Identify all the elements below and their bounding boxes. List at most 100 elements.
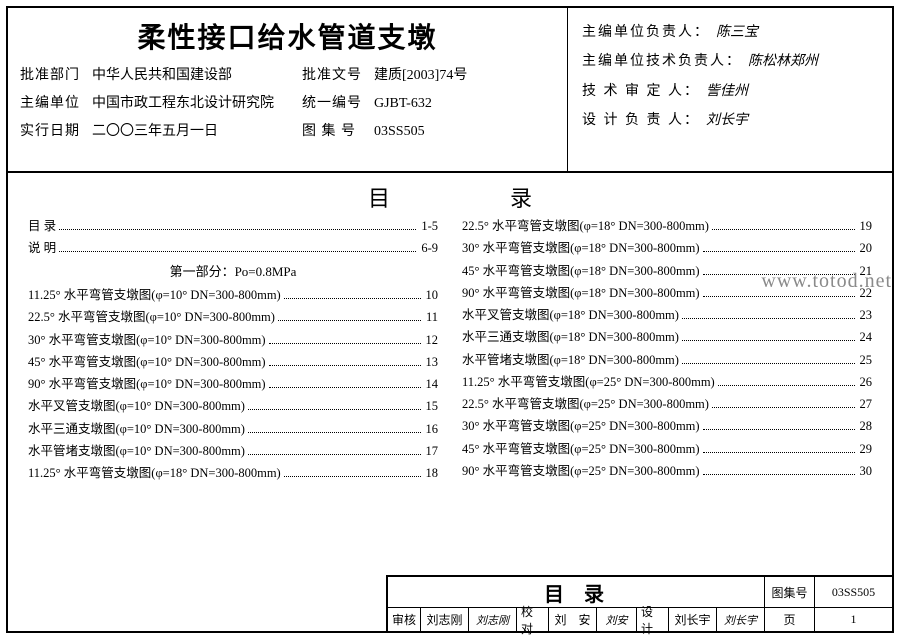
toc-entry-page: 27 bbox=[858, 393, 873, 415]
toc-entry-text: 水平三通支墩图(φ=10° DN=300-800mm) bbox=[28, 418, 245, 440]
toc-entry-text: 说 明 bbox=[28, 237, 56, 259]
toc-entry: 22.5° 水平弯管支墩图(φ=10° DN=300-800mm) 11 bbox=[28, 306, 438, 328]
meta-row: 实行日期 二〇〇三年五月一日 图 集 号 03SS505 bbox=[20, 118, 555, 146]
toc-entry: 目 录1-5 bbox=[28, 215, 438, 237]
toc-entry-page: 13 bbox=[424, 351, 439, 373]
toc-entry-text: 22.5° 水平弯管支墩图(φ=18° DN=300-800mm) bbox=[462, 215, 709, 237]
toc-entry: 90° 水平弯管支墩图(φ=25° DN=300-800mm)30 bbox=[462, 460, 872, 482]
sign-line: 技 术 审 定 人： 訾佳州 bbox=[582, 77, 880, 106]
toc-entry-page: 22 bbox=[858, 282, 873, 304]
toc-leader-dots bbox=[718, 385, 855, 386]
toc-entry-text: 90° 水平弯管支墩图(φ=10° DN=300-800mm) bbox=[28, 373, 266, 395]
toc-entry-page: 26 bbox=[858, 371, 873, 393]
toc-leader-dots bbox=[703, 452, 855, 453]
meta-lbl: 主编单位 bbox=[20, 90, 92, 118]
signature: 訾佳州 bbox=[706, 77, 748, 106]
toc-entry-page: 20 bbox=[858, 237, 873, 259]
toc-entry-page: 15 bbox=[424, 395, 439, 417]
sign-lbl: 设 计 负 责 人： bbox=[582, 106, 700, 135]
sign-line: 设 计 负 责 人： 刘长宇 bbox=[582, 106, 880, 135]
code-lbl: 图集号 bbox=[764, 577, 814, 607]
toc-entry-page: 25 bbox=[858, 349, 873, 371]
toc-entry-text: 90° 水平弯管支墩图(φ=18° DN=300-800mm) bbox=[462, 282, 700, 304]
signature: 陈松林郑州 bbox=[748, 47, 818, 76]
toc-entry-page: 29 bbox=[858, 438, 873, 460]
signatures: 主编单位负责人： 陈三宝 主编单位技术负责人： 陈松林郑州 技 术 审 定 人：… bbox=[568, 8, 892, 171]
meta-lbl: 批准部门 bbox=[20, 62, 92, 90]
toc-entry-text: 水平叉管支墩图(φ=18° DN=300-800mm) bbox=[462, 304, 679, 326]
header: 柔性接口给水管道支墩 批准部门 中华人民共和国建设部 批准文号 建质[2003]… bbox=[8, 8, 892, 173]
toc-entry-page: 21 bbox=[858, 260, 873, 282]
meta-val: GJBT-632 bbox=[374, 90, 555, 118]
toc-leader-dots bbox=[284, 298, 421, 299]
page-lbl: 页 bbox=[764, 607, 814, 631]
toc-leader-dots bbox=[269, 387, 421, 388]
toc-entry: 水平三通支墩图(φ=10° DN=300-800mm)16 bbox=[28, 418, 438, 440]
toc-leader-dots bbox=[682, 340, 855, 341]
toc-entry-text: 水平管堵支墩图(φ=18° DN=300-800mm) bbox=[462, 349, 679, 371]
toc-leader-dots bbox=[284, 476, 421, 477]
toc-entry-text: 水平三通支墩图(φ=18° DN=300-800mm) bbox=[462, 326, 679, 348]
toc-entry-page: 11 bbox=[424, 306, 438, 328]
toc-entry: 水平管堵支墩图(φ=10° DN=300-800mm)17 bbox=[28, 440, 438, 462]
meta-block: 批准部门 中华人民共和国建设部 批准文号 建质[2003]74号 主编单位 中国… bbox=[20, 62, 555, 146]
toc-entry-text: 11.25° 水平弯管支墩图(φ=10° DN=300-800mm) bbox=[28, 284, 281, 306]
toc-entry-text: 11.25° 水平弯管支墩图(φ=25° DN=300-800mm) bbox=[462, 371, 715, 393]
toc-entry: 说 明 6-9 bbox=[28, 237, 438, 259]
toc-leader-dots bbox=[703, 274, 855, 275]
meta-lbl: 统一编号 bbox=[302, 90, 374, 118]
sign-line: 主编单位负责人： 陈三宝 bbox=[582, 18, 880, 47]
titleblock-cell: 设计 bbox=[636, 607, 668, 631]
toc-entry-page: 1-5 bbox=[419, 215, 438, 237]
toc-columns: 目 录1-5说 明6-9第一部分：Po=0.8MPa11.25° 水平弯管支墩图… bbox=[28, 215, 872, 484]
toc-entry-page: 10 bbox=[424, 284, 439, 306]
meta-val: 建质[2003]74号 bbox=[374, 62, 555, 90]
toc-entry-page: 12 bbox=[424, 329, 439, 351]
titleblock-cell: 刘志刚 bbox=[468, 607, 516, 631]
titleblock-cell: 刘志刚 bbox=[420, 607, 468, 631]
toc-entry: 22.5° 水平弯管支墩图(φ=18° DN=300-800mm) 19 bbox=[462, 215, 872, 237]
sign-lbl: 技 术 审 定 人： bbox=[582, 77, 700, 106]
meta-val: 中华人民共和国建设部 bbox=[92, 62, 302, 90]
toc-leader-dots bbox=[59, 229, 416, 230]
toc-col-left: 目 录1-5说 明6-9第一部分：Po=0.8MPa11.25° 水平弯管支墩图… bbox=[28, 215, 438, 484]
toc-entry: 水平叉管支墩图(φ=10° DN=300-800mm)15 bbox=[28, 395, 438, 417]
titleblock-main: 目录 bbox=[388, 577, 764, 607]
toc-col-right: 22.5° 水平弯管支墩图(φ=18° DN=300-800mm)1930° 水… bbox=[462, 215, 872, 484]
meta-lbl: 图 集 号 bbox=[302, 118, 374, 146]
toc-leader-dots bbox=[59, 251, 416, 252]
toc-entry-page: 17 bbox=[424, 440, 439, 462]
toc-leader-dots bbox=[703, 296, 855, 297]
page-val: 1 bbox=[814, 607, 892, 631]
titleblock-row-bottom: 审核刘志刚刘志刚校对刘 安刘安设计刘长宇刘长宇页1 bbox=[388, 607, 892, 631]
titleblock-cell: 校对 bbox=[516, 607, 548, 631]
toc-entry: 22.5° 水平弯管支墩图(φ=25° DN=300-800mm) 27 bbox=[462, 393, 872, 415]
sign-lbl: 主编单位负责人： bbox=[582, 18, 710, 47]
toc-entry: 45° 水平弯管支墩图(φ=18° DN=300-800mm) 21 bbox=[462, 260, 872, 282]
signature: 刘长宇 bbox=[706, 106, 748, 135]
toc-entry-page: 14 bbox=[424, 373, 439, 395]
meta-row: 批准部门 中华人民共和国建设部 批准文号 建质[2003]74号 bbox=[20, 62, 555, 90]
meta-row: 主编单位 中国市政工程东北设计研究院 统一编号 GJBT-632 bbox=[20, 90, 555, 118]
titleblock-cell: 审核 bbox=[388, 607, 420, 631]
titleblock-row-top: 目录 图集号 03SS505 bbox=[388, 577, 892, 607]
toc-entry-text: 22.5° 水平弯管支墩图(φ=25° DN=300-800mm) bbox=[462, 393, 709, 415]
toc-entry-text: 30° 水平弯管支墩图(φ=10° DN=300-800mm) bbox=[28, 329, 266, 351]
titleblock-cell: 刘长宇 bbox=[716, 607, 764, 631]
toc-entry-text: 22.5° 水平弯管支墩图(φ=10° DN=300-800mm) bbox=[28, 306, 275, 328]
toc-entry-page: 24 bbox=[858, 326, 873, 348]
toc-entry-page: 19 bbox=[858, 215, 873, 237]
toc-leader-dots bbox=[703, 251, 855, 252]
toc-entry: 30° 水平弯管支墩图(φ=18° DN=300-800mm) 20 bbox=[462, 237, 872, 259]
meta-val: 03SS505 bbox=[374, 118, 555, 146]
header-left: 柔性接口给水管道支墩 批准部门 中华人民共和国建设部 批准文号 建质[2003]… bbox=[8, 8, 568, 171]
toc-entry-page: 6-9 bbox=[419, 237, 438, 259]
toc-entry: 11.25° 水平弯管支墩图(φ=25° DN=300-800mm) 26 bbox=[462, 371, 872, 393]
toc-entry: 11.25° 水平弯管支墩图(φ=10° DN=300-800mm) 10 bbox=[28, 284, 438, 306]
toc-entry: 水平叉管支墩图(φ=18° DN=300-800mm)23 bbox=[462, 304, 872, 326]
toc-entry-page: 18 bbox=[424, 462, 439, 484]
toc-entry-text: 11.25° 水平弯管支墩图(φ=18° DN=300-800mm) bbox=[28, 462, 281, 484]
toc-entry-text: 45° 水平弯管支墩图(φ=18° DN=300-800mm) bbox=[462, 260, 700, 282]
toc-entry-text: 30° 水平弯管支墩图(φ=18° DN=300-800mm) bbox=[462, 237, 700, 259]
toc-leader-dots bbox=[269, 343, 421, 344]
